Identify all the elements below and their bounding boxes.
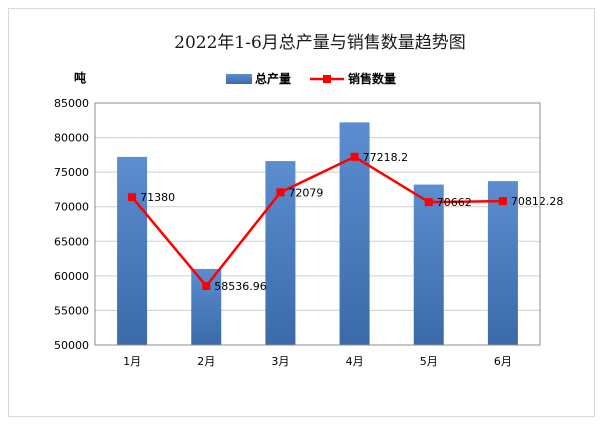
legend-line-label: 销售数量 bbox=[348, 71, 396, 86]
y-tick-label: 50000 bbox=[54, 339, 89, 352]
data-label: 71380 bbox=[140, 191, 175, 204]
bar bbox=[487, 181, 518, 345]
y-tick-label: 70000 bbox=[54, 201, 89, 214]
data-label: 70662 bbox=[437, 196, 472, 209]
y-tick-label: 75000 bbox=[54, 166, 89, 179]
legend-bar-label: 总产量 bbox=[255, 71, 291, 86]
y-tick-label: 80000 bbox=[54, 132, 89, 145]
data-label: 72079 bbox=[288, 186, 323, 199]
line-point bbox=[202, 281, 211, 290]
data-label: 77218.2 bbox=[363, 151, 409, 164]
data-labels: 71380 58536.96 72079 77218.2 70662 70812.28 bbox=[140, 151, 563, 293]
x-tick-label: 5月 bbox=[420, 355, 438, 368]
y-tick-label: 65000 bbox=[54, 235, 89, 248]
line-point bbox=[498, 197, 507, 206]
legend: 总产量 销售数量 bbox=[226, 71, 396, 86]
x-tick-label: 3月 bbox=[271, 355, 289, 368]
y-tick-label: 60000 bbox=[54, 270, 89, 283]
chart-title: 2022年1-6月总产量与销售数量趋势图 bbox=[174, 33, 466, 53]
line-point bbox=[350, 152, 359, 161]
legend-bar-swatch bbox=[226, 74, 252, 84]
bar bbox=[413, 184, 444, 345]
bar bbox=[117, 156, 148, 345]
line-point bbox=[128, 193, 137, 202]
line-point bbox=[424, 198, 433, 207]
gridlines bbox=[95, 102, 540, 346]
plot-area-border bbox=[94, 102, 541, 346]
bar bbox=[191, 268, 222, 345]
line-series bbox=[128, 152, 507, 290]
legend-line-marker bbox=[323, 75, 331, 83]
y-tick-label: 55000 bbox=[54, 304, 89, 317]
data-label: 58536.96 bbox=[214, 280, 267, 293]
x-axis-ticks: 1月 2月 3月 4月 5月 6月 bbox=[123, 355, 512, 368]
y-axis-unit: 吨 bbox=[74, 70, 86, 85]
y-axis-ticks: 50000 55000 60000 65000 70000 75000 80000 85000 bbox=[54, 97, 89, 352]
x-tick-label: 4月 bbox=[346, 355, 364, 368]
y-tick-label: 85000 bbox=[54, 97, 89, 110]
data-label: 70812.28 bbox=[511, 195, 563, 208]
x-tick-label: 6月 bbox=[494, 355, 512, 368]
x-tick-label: 2月 bbox=[197, 355, 215, 368]
line-point bbox=[276, 188, 285, 197]
bar-series bbox=[117, 122, 518, 345]
sales-line bbox=[131, 155, 503, 288]
x-tick-label: 1月 bbox=[123, 355, 141, 368]
